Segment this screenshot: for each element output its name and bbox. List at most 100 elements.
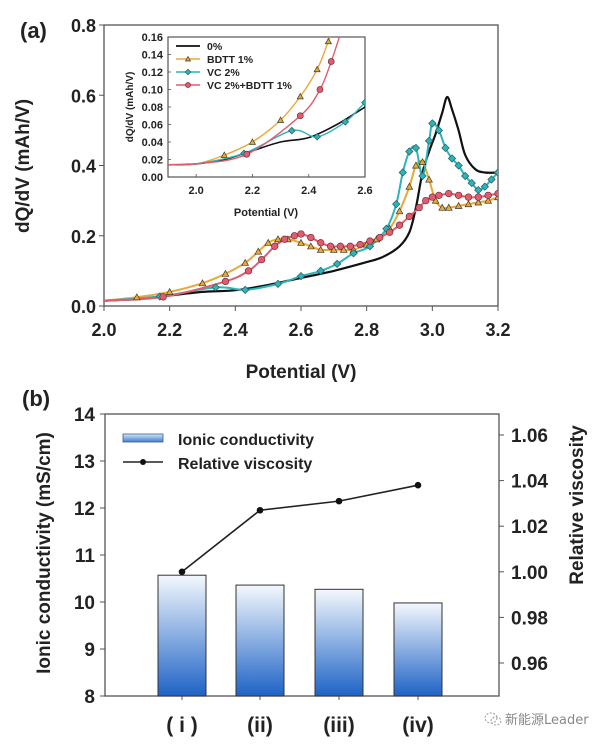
inset-legend-label: BDTT 1% — [207, 54, 254, 66]
viscosity-point — [256, 506, 264, 514]
inset-legend-label: VC 2% — [207, 67, 240, 79]
bar-y2-tick-label: 1.02 — [511, 517, 548, 538]
main-series — [104, 95, 498, 302]
main-x-axis-title: Potential (V) — [246, 362, 357, 383]
main-data-point — [474, 193, 482, 201]
main-data-point — [395, 207, 404, 215]
bar-ionic-conductivity — [314, 588, 364, 697]
main-data-point — [349, 249, 358, 258]
bars — [157, 574, 443, 697]
bar-legend: Ionic conductivity Relative viscosity — [122, 432, 314, 473]
inset-data-point — [324, 37, 333, 45]
bar-y-tick-label: 8 — [84, 687, 95, 708]
bar-y2-tick-label: 0.98 — [511, 608, 548, 629]
panel-b: (b) 8 9 10 11 12 13 14 0.96 0.98 1.00 1.02 1.04 1.06… — [22, 386, 588, 737]
inset-y-tick-label: 0.04 — [142, 137, 164, 149]
main-data-point — [297, 238, 305, 246]
main-y-tick-label: 0.2 — [71, 227, 96, 247]
main-data-point — [454, 201, 463, 209]
inset-data-point — [313, 132, 321, 141]
wechat-icon — [484, 712, 502, 726]
main-data-point — [464, 200, 473, 208]
main-data-point — [474, 198, 483, 206]
inset-y-axis-title: dQ/dV (mAh/V) — [125, 72, 136, 143]
inset-series-line-1 — [168, 37, 331, 166]
main-data-point — [159, 293, 167, 301]
bar-x-tick-label: ( i ) — [166, 714, 198, 737]
legend-ionic-conductivity: Ionic conductivity — [178, 432, 314, 449]
inset-data-point — [296, 112, 304, 120]
main-data-point — [336, 242, 345, 250]
main-data-point — [411, 143, 421, 153]
main-data-point — [428, 119, 437, 128]
main-data-point — [332, 259, 342, 268]
bar-y-tick-label: 13 — [74, 452, 95, 473]
viscosity-point — [178, 568, 186, 576]
bar-ionic-conductivity — [157, 574, 207, 697]
inset-data-point — [288, 126, 296, 135]
inset-data-point — [276, 116, 285, 123]
main-data-point — [418, 157, 427, 165]
inset-data-point — [334, 17, 340, 22]
main-data-point — [395, 221, 404, 229]
inset-data-point — [362, 17, 368, 22]
main-data-point — [257, 255, 266, 264]
inset-data-point — [327, 58, 335, 65]
main-data-point — [464, 193, 473, 201]
bar-y-tick-label: 10 — [74, 593, 95, 614]
bar-x-tick-label: (ii) — [247, 714, 273, 737]
main-data-point — [454, 161, 463, 170]
main-data-point — [487, 175, 496, 184]
main-y-axis-title: dQ/dV (mAh/V) — [13, 99, 34, 233]
inset-legend-label: VC 2%+BDTT 1% — [207, 80, 293, 92]
inset-y-tick-label: 0.02 — [142, 155, 163, 167]
main-data-point — [412, 161, 420, 169]
main-data-point — [447, 154, 457, 163]
main-y-tick-label: 0.4 — [71, 157, 96, 177]
main-data-point — [494, 189, 498, 198]
legend-dot-marker — [140, 459, 146, 465]
panel-a-label: (a) — [20, 18, 47, 43]
bar-axes: 8 9 10 11 12 13 14 0.96 0.98 1.00 1.02 1.04 1.06 ( i … — [74, 405, 549, 737]
main-data-point — [346, 242, 354, 250]
main-data-point — [241, 258, 250, 266]
main-data-point — [425, 175, 433, 183]
bar-y2-tick-label: 1.00 — [511, 563, 548, 584]
main-data-point — [264, 238, 273, 246]
inset-axes: 2.0 2.2 2.4 2.6 0.00 0.02 0.04 0.06 0.08 0.10 0.12… — [142, 32, 373, 197]
main-data-point — [221, 269, 230, 277]
inset-data-point — [243, 150, 251, 158]
inset-y-tick-label: 0.12 — [142, 67, 163, 79]
inset-data-point — [296, 92, 304, 100]
main-series-line-2 — [104, 121, 498, 302]
main-data-point — [467, 178, 476, 188]
main-data-point — [484, 191, 492, 200]
main-data-point — [435, 191, 443, 200]
inset-data-point — [351, 8, 357, 13]
main-data-point — [198, 279, 207, 287]
bar-ionic-conductivity — [393, 602, 443, 697]
inset-data-point — [313, 65, 321, 73]
viscosity-polyline — [181, 484, 419, 573]
main-data-point — [317, 239, 325, 247]
main-data-point — [326, 242, 335, 250]
panel-b-label: (b) — [22, 386, 50, 411]
bar-y-axis-title: Ionic conductivity (mS/cm) — [34, 432, 55, 674]
inset-series — [168, 8, 368, 166]
main-data-point — [480, 182, 489, 191]
inset-x-tick-label: 2.6 — [357, 185, 372, 197]
main-axes: 2.0 2.2 2.4 2.6 2.8 3.0 3.2 0.0 0.2 0.4 0.6 0.8 — [71, 16, 511, 340]
main-data-point — [273, 279, 283, 288]
main-data-point — [365, 242, 375, 251]
main-data-point — [398, 168, 407, 177]
inset-x-tick-label: 2.2 — [245, 185, 260, 197]
main-data-point — [366, 237, 374, 245]
inset-y-tick-label: 0.14 — [142, 50, 164, 62]
inset-data-point — [339, 25, 345, 31]
inset-x-tick-label: 2.4 — [301, 185, 317, 197]
panel-a: (a) 2.0 2.2 2.4 2.6 2.8 3.0 3.2 0.0 0.2 0.4 0.6 0.8… — [13, 8, 511, 383]
inset-y-tick-label: 0.16 — [142, 32, 163, 44]
watermark: 新能源Leader — [484, 709, 589, 728]
inset-y-tick-label: 0.06 — [142, 120, 163, 132]
main-data-point — [415, 203, 423, 212]
